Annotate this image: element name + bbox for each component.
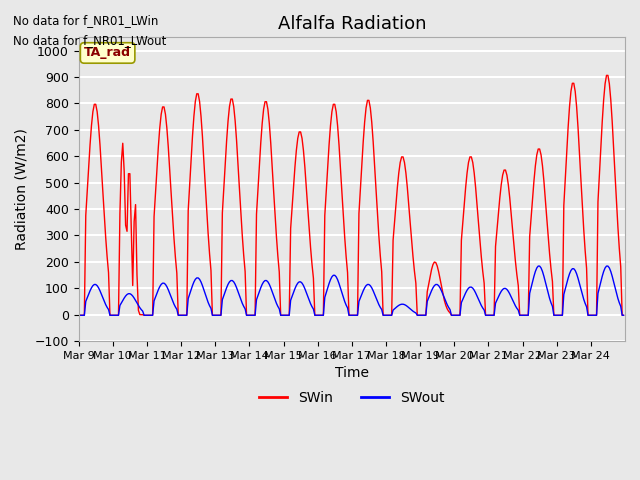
SWout	[546, 296, 554, 301]
SWout	[620, 312, 627, 318]
SWin	[93, 109, 101, 115]
X-axis label: Time: Time	[335, 366, 369, 381]
Line: SWin: SWin	[79, 75, 623, 315]
SWout	[355, 299, 363, 304]
SWin	[75, 312, 83, 318]
SWout	[75, 312, 83, 318]
Text: No data for f_NR01_LWout: No data for f_NR01_LWout	[13, 34, 166, 47]
SWin	[110, 312, 118, 318]
SWout	[617, 303, 625, 309]
SWin	[355, 211, 363, 216]
Text: TA_rad: TA_rad	[84, 47, 131, 60]
SWin	[617, 264, 625, 270]
SWin	[545, 234, 552, 240]
Line: SWout: SWout	[79, 266, 623, 315]
SWout	[534, 263, 542, 269]
SWout	[110, 312, 118, 318]
Text: No data for f_NR01_LWin: No data for f_NR01_LWin	[13, 14, 158, 27]
Title: Alfalfa Radiation: Alfalfa Radiation	[278, 15, 426, 33]
Y-axis label: Radiation (W/m2): Radiation (W/m2)	[15, 128, 29, 250]
SWin	[620, 312, 627, 318]
SWout	[463, 288, 471, 293]
SWout	[93, 283, 101, 288]
Legend: SWin, SWout: SWin, SWout	[254, 385, 450, 410]
SWin	[463, 170, 471, 176]
SWin	[603, 72, 611, 78]
